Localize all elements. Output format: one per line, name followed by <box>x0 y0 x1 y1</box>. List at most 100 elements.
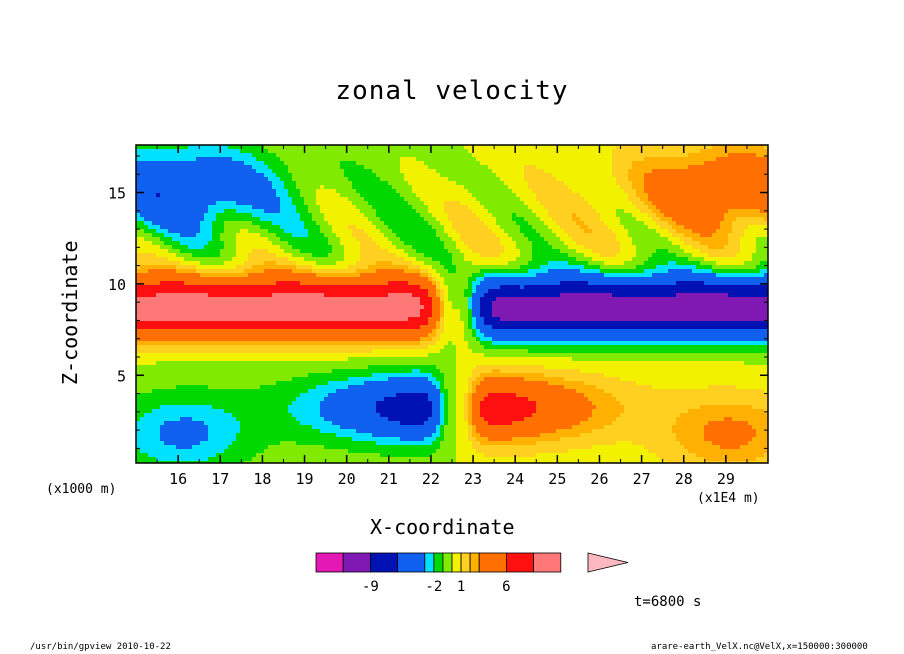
contour-cell <box>328 449 332 453</box>
contour-cell <box>200 277 204 281</box>
contour-cell <box>296 209 300 213</box>
contour-cell <box>272 413 276 417</box>
contour-cell <box>248 293 252 297</box>
contour-cell <box>252 285 256 289</box>
contour-cell <box>376 277 380 281</box>
contour-cell <box>336 333 340 337</box>
contour-cell <box>204 205 208 209</box>
contour-cell <box>160 393 164 397</box>
contour-cell <box>204 257 208 261</box>
contour-cell <box>136 429 140 433</box>
contour-cell <box>164 401 168 405</box>
contour-cell <box>292 329 296 333</box>
contour-cell <box>364 153 368 157</box>
contour-cell <box>364 325 368 329</box>
contour-cell <box>356 149 360 153</box>
contour-cell <box>192 173 196 177</box>
contour-cell <box>188 265 192 269</box>
contour-cell <box>164 425 168 429</box>
contour-cell <box>268 309 272 313</box>
contour-cell <box>240 181 244 185</box>
contour-cell <box>216 337 220 341</box>
contour-cell <box>328 377 332 381</box>
contour-cell <box>168 397 172 401</box>
contour-cell <box>192 249 196 253</box>
contour-cell <box>188 173 192 177</box>
contour-cell <box>320 217 324 221</box>
contour-cell <box>356 301 360 305</box>
contour-cell <box>320 161 324 165</box>
contour-cell <box>288 329 292 333</box>
contour-cell <box>300 337 304 341</box>
contour-cell <box>260 177 264 181</box>
contour-cell <box>356 321 360 325</box>
contour-cell <box>316 421 320 425</box>
contour-cell <box>248 185 252 189</box>
contour-cell <box>252 429 256 433</box>
contour-cell <box>244 249 248 253</box>
contour-cell <box>328 281 332 285</box>
contour-cell <box>216 165 220 169</box>
contour-cell <box>304 217 308 221</box>
contour-cell <box>224 329 228 333</box>
contour-cell <box>144 277 148 281</box>
contour-cell <box>356 153 360 157</box>
contour-cell <box>244 285 248 289</box>
contour-cell <box>252 145 256 149</box>
contour-cell <box>216 221 220 225</box>
contour-cell <box>208 205 212 209</box>
contour-cell <box>328 373 332 377</box>
contour-cell <box>348 397 352 401</box>
contour-cell <box>344 269 348 273</box>
contour-cell <box>328 197 332 201</box>
contour-cell <box>328 301 332 305</box>
contour-cell <box>188 437 192 441</box>
contour-cell <box>260 297 264 301</box>
contour-cell <box>204 225 208 229</box>
contour-cell <box>264 401 268 405</box>
contour-cell <box>308 321 312 325</box>
contour-cell <box>320 345 324 349</box>
contour-cell <box>348 305 352 309</box>
contour-cell <box>320 149 324 153</box>
contour-cell <box>264 301 268 305</box>
contour-cell <box>208 453 212 457</box>
contour-cell <box>252 165 256 169</box>
contour-cell <box>164 381 168 385</box>
contour-cell <box>196 265 200 269</box>
contour-cell <box>348 325 352 329</box>
contour-cell <box>176 409 180 413</box>
contour-cell <box>148 233 152 237</box>
contour-cell <box>208 193 212 197</box>
contour-cell <box>252 393 256 397</box>
contour-cell <box>260 417 264 421</box>
contour-cell <box>164 185 168 189</box>
contour-cell <box>168 289 172 293</box>
contour-cell <box>236 269 240 273</box>
contour-cell <box>136 213 140 217</box>
contour-cell <box>300 177 304 181</box>
contour-cell <box>376 417 380 421</box>
contour-cell <box>172 169 176 173</box>
contour-cell <box>180 281 184 285</box>
contour-cell <box>356 145 360 149</box>
contour-cell <box>172 457 176 461</box>
contour-cell <box>364 429 368 433</box>
contour-cell <box>188 313 192 317</box>
contour-cell <box>284 457 288 461</box>
contour-cell <box>276 389 280 393</box>
contour-cell <box>248 177 252 181</box>
contour-cell <box>212 189 216 193</box>
contour-cell <box>372 237 376 241</box>
contour-cell <box>208 249 212 253</box>
contour-cell <box>228 337 232 341</box>
contour-cell <box>148 393 152 397</box>
contour-cell <box>180 313 184 317</box>
contour-cell <box>292 417 296 421</box>
contour-cell <box>248 281 252 285</box>
contour-cell <box>328 417 332 421</box>
contour-cell <box>164 201 168 205</box>
contour-cell <box>140 317 144 321</box>
contour-cell <box>144 397 148 401</box>
contour-cell <box>188 333 192 337</box>
